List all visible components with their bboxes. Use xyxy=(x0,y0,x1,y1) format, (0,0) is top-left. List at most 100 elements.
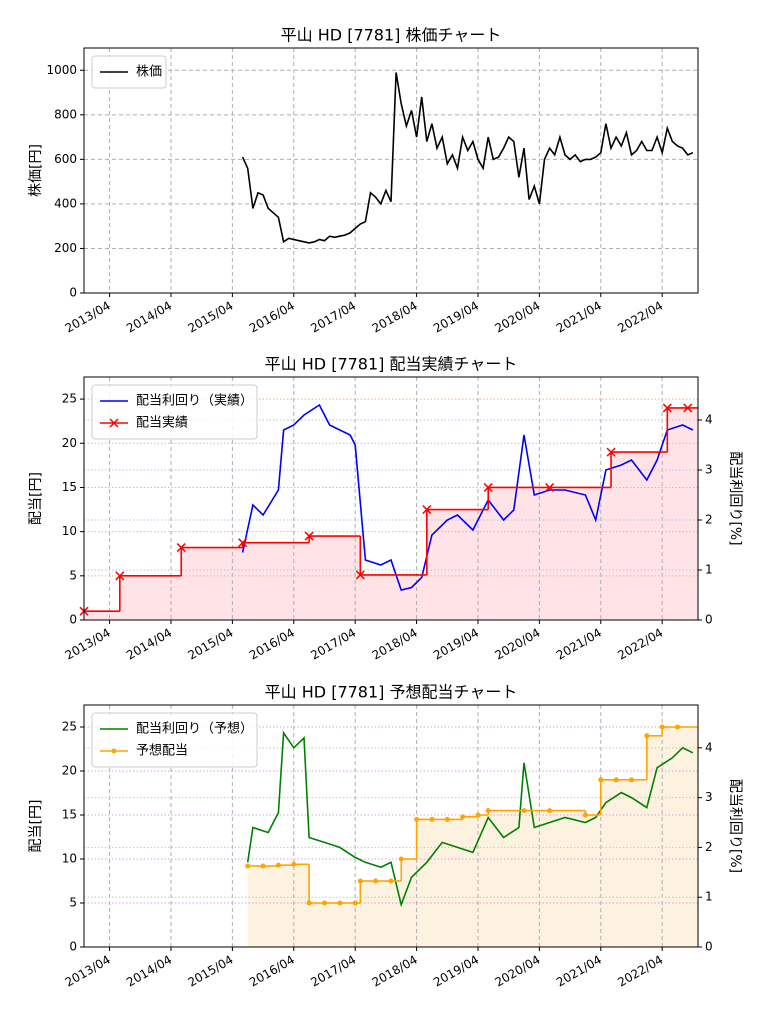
x-tick-label: 2019/04 xyxy=(431,953,481,990)
x-tick-label: 2014/04 xyxy=(124,626,174,663)
area-fill xyxy=(549,810,586,947)
legend-label: 株価 xyxy=(136,65,162,80)
y-axis-label: 配当[円] xyxy=(28,800,44,853)
x-tick-label: 2018/04 xyxy=(370,299,420,336)
marker xyxy=(176,543,186,553)
area-fill xyxy=(667,407,688,620)
marker xyxy=(306,900,312,906)
x-tick-label: 2013/04 xyxy=(63,299,113,336)
marker xyxy=(659,724,665,730)
legend-marker xyxy=(109,418,119,428)
legend-label: 配当実績 xyxy=(136,415,188,431)
area-fill xyxy=(611,452,668,620)
x-tick-label: 2014/04 xyxy=(124,299,174,336)
x-tick-label: 2022/04 xyxy=(615,953,665,990)
marker xyxy=(115,571,125,581)
y2-tick-label: 0 xyxy=(705,613,713,627)
area-fill xyxy=(600,779,617,947)
y2-tick-label: 4 xyxy=(705,413,713,427)
y-tick-label: 10 xyxy=(62,524,77,538)
marker xyxy=(545,482,555,492)
area-fill xyxy=(119,575,182,620)
area-fill xyxy=(84,611,120,620)
marker xyxy=(628,777,634,783)
legend-label: 配当利回り（実績） xyxy=(136,393,253,409)
x-tick-label: 2021/04 xyxy=(554,299,604,336)
y2-tick-label: 0 xyxy=(705,940,713,954)
y2-tick-label: 2 xyxy=(705,840,713,854)
x-tick-label: 2015/04 xyxy=(185,953,235,990)
x-tick-label: 2017/04 xyxy=(308,953,358,990)
marker xyxy=(675,724,681,730)
marker xyxy=(613,777,619,783)
series-line xyxy=(241,72,694,244)
area-fill xyxy=(355,903,361,947)
x-tick-label: 2017/04 xyxy=(308,299,358,336)
plot-frame xyxy=(83,704,699,948)
chart-title: 平山 HD [7781] 配当実績チャート xyxy=(265,355,518,374)
marker xyxy=(683,403,693,413)
marker xyxy=(245,863,251,869)
area-fill xyxy=(247,866,264,947)
x-tick-label: 2015/04 xyxy=(185,299,235,336)
area-fill xyxy=(324,903,340,947)
x-tick-label: 2022/04 xyxy=(615,626,665,663)
x-tick-label: 2016/04 xyxy=(247,299,297,336)
x-tick-label: 2021/04 xyxy=(554,626,604,663)
marker xyxy=(357,878,363,884)
area-fill xyxy=(293,864,310,947)
y-tick-label: 25 xyxy=(62,720,77,734)
chart-title: 平山 HD [7781] 株価チャート xyxy=(281,26,502,45)
area-fill xyxy=(488,487,550,620)
legend-box xyxy=(91,55,167,89)
marker xyxy=(352,900,358,906)
x-tick-label: 2013/04 xyxy=(63,953,113,990)
legend-marker xyxy=(111,748,117,754)
y-tick-label: 0 xyxy=(69,940,77,954)
area-fill xyxy=(309,903,325,947)
legend-label: 予想配当 xyxy=(136,743,188,759)
area-fill xyxy=(616,779,632,947)
marker xyxy=(422,505,432,515)
marker xyxy=(644,733,650,739)
series-line xyxy=(241,403,694,591)
x-tick-label: 2017/04 xyxy=(308,626,358,663)
legend-box xyxy=(91,712,258,768)
y2-tick-label: 2 xyxy=(705,513,713,527)
marker xyxy=(547,808,553,814)
y-tick-label: 400 xyxy=(54,196,77,210)
area-fill xyxy=(339,903,356,947)
marker xyxy=(238,538,248,548)
y-tick-label: 10 xyxy=(62,852,77,866)
marker xyxy=(662,403,672,413)
y2-tick-label: 1 xyxy=(705,890,713,904)
area-fill xyxy=(687,407,698,620)
marker xyxy=(355,570,365,580)
area-fill xyxy=(585,815,601,947)
x-tick-label: 2014/04 xyxy=(124,953,174,990)
marker xyxy=(388,878,394,884)
y-tick-label: 25 xyxy=(62,392,77,406)
area-fill xyxy=(416,819,432,947)
x-tick-label: 2018/04 xyxy=(370,953,420,990)
y2-axis-label: 配当利回り[%] xyxy=(727,779,743,873)
y-tick-label: 15 xyxy=(62,480,77,494)
chart-title: 平山 HD [7781] 予想配当チャート xyxy=(265,683,518,702)
area-fill xyxy=(181,547,243,620)
area-fill xyxy=(488,810,525,947)
y-tick-label: 0 xyxy=(69,286,77,300)
x-tick-label: 2013/04 xyxy=(63,626,113,663)
area-fill xyxy=(631,779,647,947)
y2-axis-label: 配当利回り[%] xyxy=(727,451,743,545)
x-tick-label: 2021/04 xyxy=(554,953,604,990)
marker xyxy=(444,816,450,822)
x-tick-label: 2022/04 xyxy=(615,299,665,336)
marker xyxy=(582,812,588,818)
y-tick-label: 5 xyxy=(69,568,77,582)
area-fill xyxy=(375,881,391,947)
marker xyxy=(485,808,491,814)
y-tick-label: 600 xyxy=(54,152,77,166)
x-tick-label: 2019/04 xyxy=(431,299,481,336)
marker xyxy=(291,861,297,867)
y-tick-label: 15 xyxy=(62,808,77,822)
